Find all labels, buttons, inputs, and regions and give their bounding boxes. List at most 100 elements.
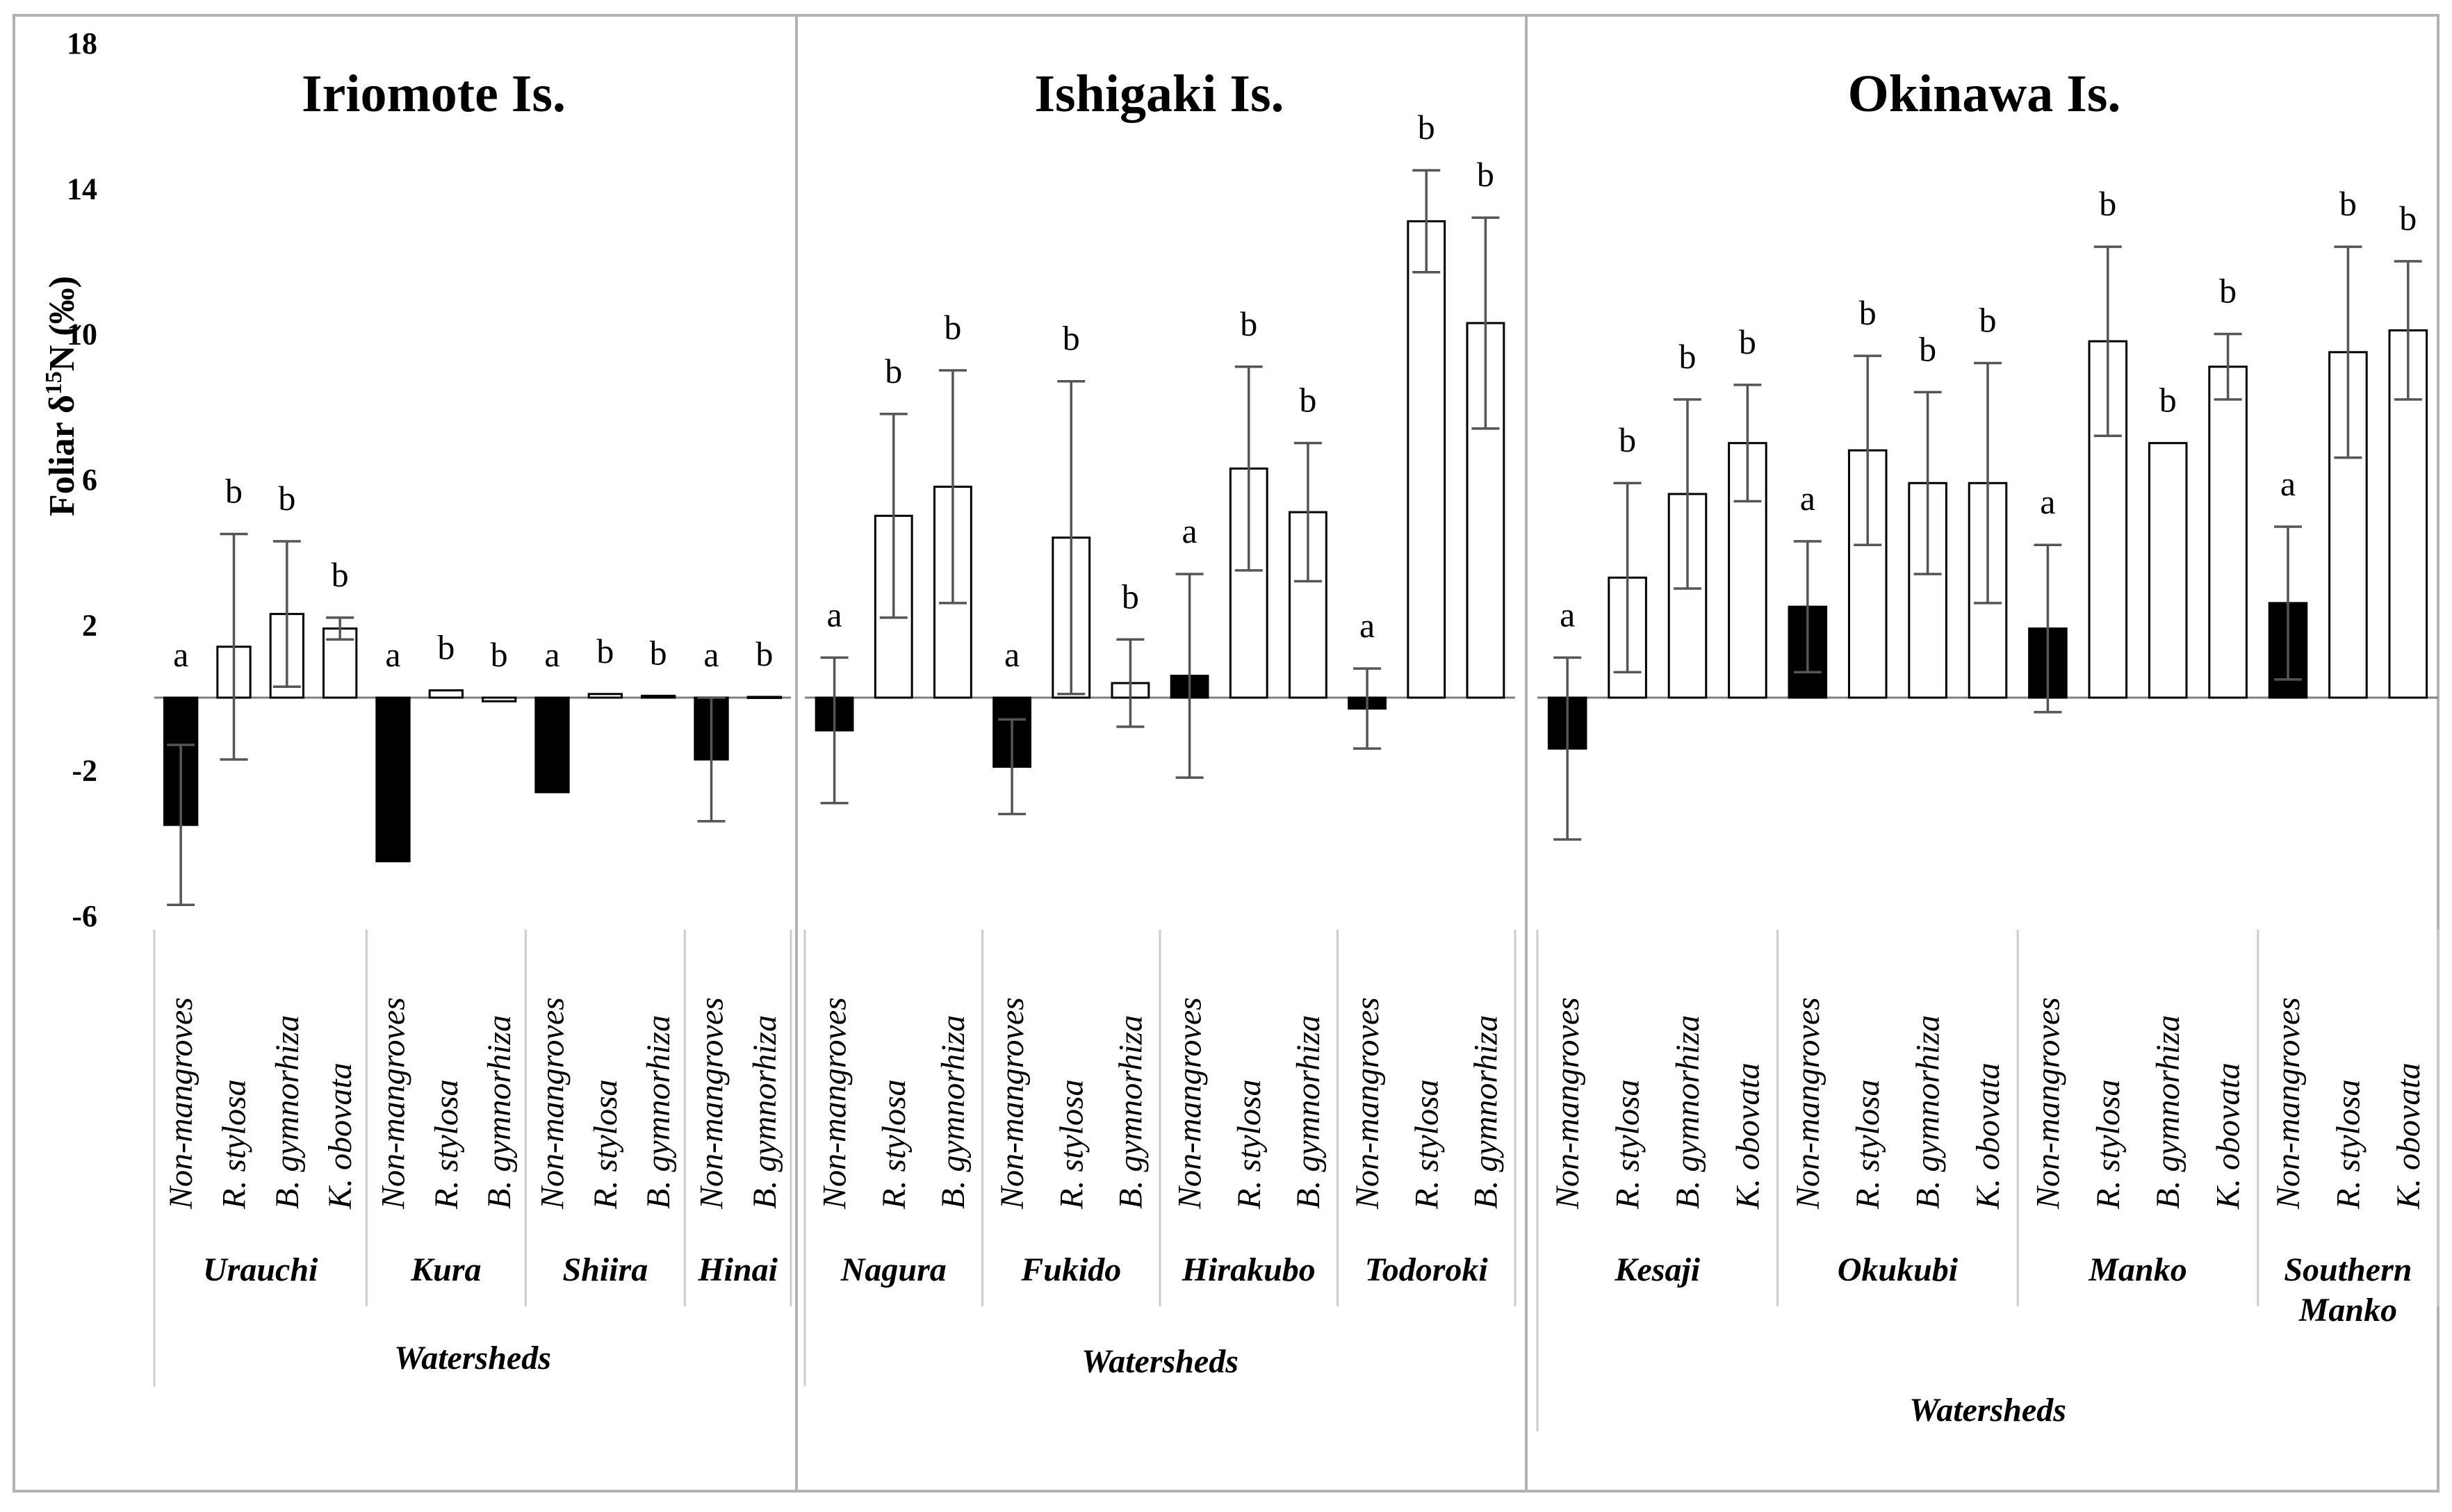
- significance-letter: b: [1619, 420, 1636, 459]
- category-label: R. stylosa: [216, 1079, 253, 1210]
- panel-title: Okinawa Is.: [1848, 65, 2121, 123]
- category-label: Non-mangroves: [163, 997, 199, 1210]
- y-axis-label: Foliar δ15N (‰): [41, 276, 83, 516]
- category-label: R. stylosa: [1231, 1079, 1268, 1210]
- significance-letter: b: [1979, 301, 1997, 340]
- panel-1: Ishigaki Is. a Non-mangroves b R. stylosa b B.…: [803, 65, 1517, 1386]
- significance-letter: a: [544, 635, 559, 674]
- category-label: R. stylosa: [1053, 1079, 1090, 1210]
- category-label: B. gymnorhiza: [1669, 1015, 1706, 1209]
- y-tick-label: 10: [67, 318, 97, 352]
- significance-letter: a: [1800, 479, 1815, 518]
- watershed-label: Nagura: [840, 1251, 947, 1288]
- significance-letter: b: [278, 479, 295, 518]
- category-label: R. stylosa: [2090, 1079, 2127, 1210]
- panel-2: Okinawa Is. a Non-mangroves b R. stylosa b B. …: [1536, 65, 2439, 1431]
- category-label: Non-mangroves: [817, 997, 853, 1210]
- significance-letter: b: [596, 632, 614, 671]
- significance-letter: b: [332, 555, 349, 594]
- significance-letter: b: [1063, 319, 1080, 358]
- x-axis-label: Watersheds: [1081, 1343, 1239, 1380]
- significance-letter: b: [2219, 272, 2237, 311]
- significance-letter: a: [385, 635, 400, 674]
- chart-frame: [13, 14, 2439, 1493]
- significance-letter: a: [1560, 595, 1575, 634]
- significance-letter: b: [1679, 337, 1697, 376]
- category-label: B. gymnorhiza: [1910, 1015, 1947, 1209]
- category-label: R. stylosa: [1849, 1079, 1886, 1210]
- watershed-label: Shiira: [562, 1251, 648, 1288]
- category-label: R. stylosa: [1408, 1079, 1445, 1210]
- category-label: Non-mangroves: [694, 997, 730, 1210]
- significance-letter: a: [826, 595, 842, 634]
- significance-letter: a: [2280, 464, 2296, 503]
- category-label: K. obovata: [2390, 1062, 2427, 1210]
- y-tick-label: 6: [82, 463, 97, 497]
- significance-letter: a: [173, 635, 188, 674]
- significance-letter: b: [2399, 199, 2417, 238]
- category-label: B. gymnorhiza: [1467, 1015, 1504, 1209]
- significance-letter: b: [944, 308, 961, 347]
- significance-letter: b: [755, 634, 773, 673]
- significance-letter: b: [1739, 322, 1756, 361]
- bar: [641, 694, 676, 699]
- category-label: K. obovata: [1970, 1062, 2006, 1210]
- significance-letter: b: [1240, 304, 1257, 343]
- significance-letter: b: [225, 472, 243, 511]
- category-label: Non-mangroves: [375, 997, 412, 1210]
- watershed-label: Kura: [410, 1251, 481, 1288]
- watershed-label: Hirakubo: [1182, 1251, 1316, 1288]
- category-label: B. gymnorhiza: [935, 1015, 972, 1209]
- significance-letter: a: [2040, 482, 2055, 521]
- category-label: B. gymnorhiza: [481, 1015, 518, 1209]
- watershed-label: Hinai: [697, 1251, 778, 1288]
- watershed-label: Kesaji: [1614, 1251, 1700, 1288]
- category-label: K. obovata: [1729, 1062, 1766, 1210]
- watershed-label: Southern Manko: [2284, 1251, 2412, 1329]
- significance-letter: b: [491, 635, 508, 674]
- significance-letter: b: [2339, 184, 2357, 223]
- category-label: R. stylosa: [1610, 1079, 1646, 1210]
- category-label: B. gymnorhiza: [1290, 1015, 1327, 1209]
- bar: [1407, 220, 1446, 699]
- y-axis: -6 -2 2 6 10 14 18 Foliar δ15N (‰): [41, 26, 98, 933]
- category-label: K. obovata: [2210, 1062, 2247, 1210]
- bar: [2148, 442, 2188, 699]
- category-label: R. stylosa: [876, 1079, 913, 1210]
- bar: [428, 689, 464, 699]
- category-label: B. gymnorhiza: [746, 1015, 783, 1209]
- panel-0: Iriomote Is. a Non-mangroves b R. stylosa b B.…: [153, 65, 792, 1386]
- category-label: K. obovata: [322, 1062, 359, 1210]
- bar: [587, 693, 623, 699]
- category-label: Non-mangroves: [994, 997, 1031, 1210]
- category-label: Non-mangroves: [1172, 997, 1209, 1210]
- category-label: B. gymnorhiza: [2150, 1015, 2187, 1209]
- significance-letter: a: [1004, 635, 1020, 674]
- x-axis-label: Watersheds: [1909, 1392, 2066, 1429]
- watershed-label: Fukido: [1020, 1251, 1121, 1288]
- significance-letter: b: [1859, 293, 1877, 332]
- category-label: Non-mangroves: [1349, 997, 1386, 1210]
- watershed-label: Okukubi: [1838, 1251, 1959, 1288]
- y-tick-label: 14: [67, 172, 97, 206]
- significance-letter: b: [2159, 381, 2177, 420]
- category-label: R. stylosa: [2330, 1079, 2367, 1210]
- bar: [375, 696, 411, 862]
- bar: [534, 696, 570, 794]
- y-tick-label: 18: [67, 26, 97, 60]
- y-tick-label: 2: [82, 608, 97, 642]
- significance-letter: b: [1122, 577, 1139, 616]
- panel-title: Ishigaki Is.: [1034, 65, 1284, 123]
- significance-letter: a: [1359, 606, 1375, 645]
- significance-letter: b: [1919, 329, 1936, 368]
- category-label: Non-mangroves: [534, 997, 571, 1210]
- bar: [2208, 365, 2248, 699]
- y-tick-label: -2: [72, 754, 97, 788]
- bar: [746, 696, 782, 699]
- significance-letter: a: [1182, 511, 1197, 550]
- significance-letter: b: [885, 352, 902, 391]
- watershed-label: Manko: [2088, 1251, 2187, 1288]
- category-label: Non-mangroves: [1549, 997, 1586, 1210]
